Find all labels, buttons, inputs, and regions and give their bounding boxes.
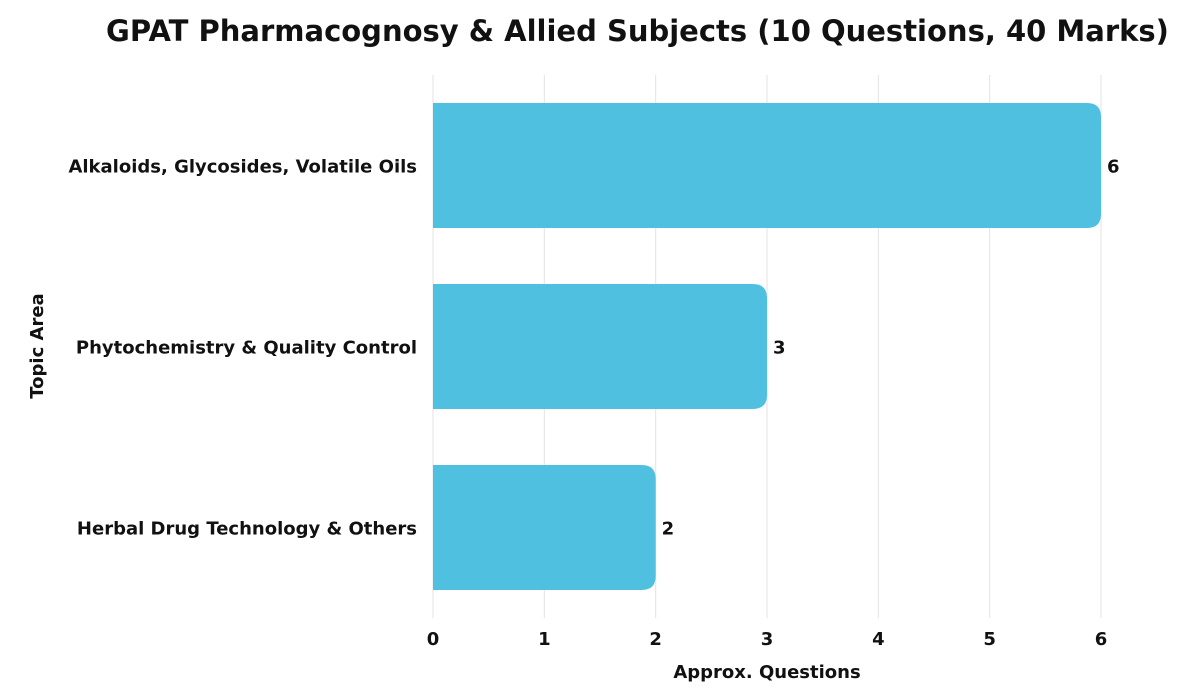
x-tick-label: 1	[538, 629, 551, 650]
x-tick-label: 3	[761, 629, 774, 650]
bars	[433, 103, 1101, 590]
x-tick-label: 5	[983, 629, 996, 650]
x-tick-label: 0	[427, 629, 440, 650]
x-tick-label: 2	[649, 629, 662, 650]
y-axis-title: Topic Area	[27, 293, 48, 398]
bar	[433, 284, 767, 409]
data-label: 6	[1107, 157, 1120, 178]
chart-title: GPAT Pharmacognosy & Allied Subjects (10…	[106, 14, 1169, 48]
x-tick-label: 4	[872, 629, 885, 650]
category-label: Herbal Drug Technology & Others	[77, 519, 417, 540]
bar	[433, 103, 1101, 228]
x-axis-title: Approx. Questions	[673, 662, 860, 683]
data-label: 2	[662, 519, 675, 540]
data-labels: 6 3 2	[662, 157, 1120, 540]
category-label: Phytochemistry & Quality Control	[76, 338, 417, 359]
data-label: 3	[773, 338, 786, 359]
category-label: Alkaloids, Glycosides, Volatile Oils	[68, 157, 417, 178]
category-labels: Alkaloids, Glycosides, Volatile Oils Phyt…	[68, 157, 417, 540]
bar	[433, 465, 656, 590]
x-tick-labels: 0 1 2 3 4 5 6	[427, 629, 1108, 650]
x-tick-label: 6	[1095, 629, 1108, 650]
